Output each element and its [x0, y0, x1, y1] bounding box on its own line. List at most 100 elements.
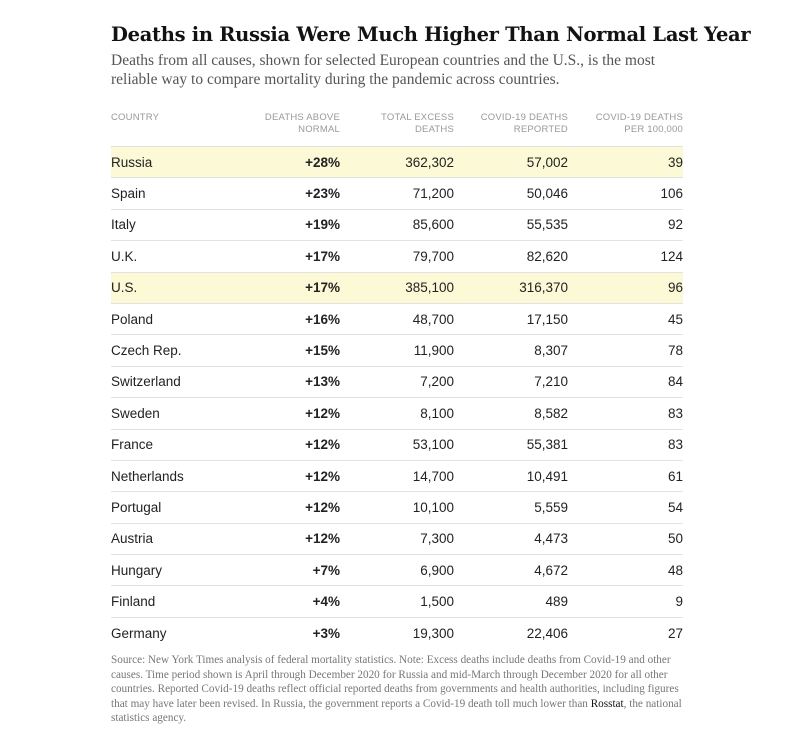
- table-header-row: COUNTRY DEATHS ABOVE NORMAL TOTAL EXCESS…: [111, 112, 683, 147]
- table-row: Portugal +12% 10,100 5,559 54: [111, 491, 683, 524]
- cell-covid-deaths-per-100k: 78: [568, 334, 683, 367]
- cell-covid-deaths-per-100k: 124: [568, 240, 683, 273]
- header-line: COVID-19 DEATHS: [595, 112, 683, 123]
- cell-covid-deaths-reported: 50,046: [454, 177, 568, 210]
- cell-country: Portugal: [111, 491, 261, 524]
- source-text: Source: New York Times analysis of feder…: [111, 654, 679, 710]
- cell-deaths-above-normal: +17%: [261, 240, 340, 273]
- cell-country: Germany: [111, 616, 261, 649]
- table-row: Italy +19% 85,600 55,535 92: [111, 208, 683, 241]
- cell-covid-deaths-per-100k: 48: [568, 554, 683, 586]
- column-header-covid-deaths-per-100k: COVID-19 DEATHS PER 100,000: [568, 112, 683, 147]
- cell-total-excess-deaths: 79,700: [340, 240, 454, 273]
- cell-total-excess-deaths: 10,100: [340, 491, 454, 524]
- header-line: PER 100,000: [624, 124, 683, 135]
- header-line: REPORTED: [513, 124, 568, 135]
- cell-country: Poland: [111, 302, 261, 335]
- cell-deaths-above-normal: +15%: [261, 334, 340, 367]
- rosstat-link[interactable]: Rosstat: [590, 697, 624, 710]
- table-row: U.K. +17% 79,700 82,620 124: [111, 240, 683, 273]
- column-header-total-excess-deaths: TOTAL EXCESS DEATHS: [340, 112, 454, 147]
- cell-deaths-above-normal: +28%: [261, 145, 340, 178]
- cell-total-excess-deaths: 1,500: [340, 585, 454, 618]
- cell-deaths-above-normal: +19%: [261, 208, 340, 241]
- cell-covid-deaths-reported: 82,620: [454, 240, 568, 273]
- cell-total-excess-deaths: 53,100: [340, 428, 454, 461]
- cell-deaths-above-normal: +12%: [261, 491, 340, 524]
- cell-country: Hungary: [111, 554, 261, 586]
- header-line: DEATHS: [414, 124, 454, 135]
- table-row: Poland +16% 48,700 17,150 45: [111, 302, 683, 335]
- cell-total-excess-deaths: 6,900: [340, 554, 454, 586]
- cell-covid-deaths-per-100k: 45: [568, 302, 683, 335]
- cell-covid-deaths-reported: 5,559: [454, 491, 568, 524]
- cell-country: Netherlands: [111, 459, 261, 492]
- cell-covid-deaths-per-100k: 106: [568, 177, 683, 210]
- cell-deaths-above-normal: +17%: [261, 271, 340, 304]
- cell-covid-deaths-per-100k: 83: [568, 397, 683, 430]
- cell-total-excess-deaths: 14,700: [340, 459, 454, 492]
- table-row: Austria +12% 7,300 4,473 50: [111, 522, 683, 555]
- table-row: Czech Rep. +15% 11,900 8,307 78: [111, 334, 683, 367]
- cell-country: U.S.: [111, 271, 261, 304]
- cell-deaths-above-normal: +12%: [261, 397, 340, 430]
- cell-deaths-above-normal: +12%: [261, 428, 340, 461]
- cell-deaths-above-normal: +16%: [261, 302, 340, 335]
- cell-total-excess-deaths: 8,100: [340, 397, 454, 430]
- header-line: DEATHS ABOVE: [264, 112, 340, 123]
- cell-deaths-above-normal: +4%: [261, 585, 340, 618]
- data-table: COUNTRY DEATHS ABOVE NORMAL TOTAL EXCESS…: [111, 112, 683, 649]
- cell-covid-deaths-reported: 4,672: [454, 554, 568, 586]
- cell-country: Switzerland: [111, 365, 261, 398]
- cell-deaths-above-normal: +3%: [261, 616, 340, 649]
- cell-covid-deaths-reported: 57,002: [454, 145, 568, 178]
- cell-covid-deaths-per-100k: 50: [568, 522, 683, 555]
- cell-deaths-above-normal: +23%: [261, 177, 340, 210]
- table-row: France +12% 53,100 55,381 83: [111, 428, 683, 461]
- cell-country: Russia: [111, 145, 261, 178]
- chart-container: Deaths in Russia Were Much Higher Than N…: [111, 22, 751, 649]
- header-line: COUNTRY: [111, 112, 160, 123]
- cell-covid-deaths-per-100k: 27: [568, 616, 683, 649]
- cell-deaths-above-normal: +12%: [261, 522, 340, 555]
- cell-country: France: [111, 428, 261, 461]
- cell-deaths-above-normal: +7%: [261, 554, 340, 586]
- table-row: U.S. +17% 385,100 316,370 96: [111, 271, 683, 304]
- table-body: Russia +28% 362,302 57,002 39 Spain +23% 71,200…: [111, 145, 683, 649]
- cell-country: Spain: [111, 177, 261, 210]
- table-row: Russia +28% 362,302 57,002 39: [111, 145, 683, 178]
- chart-subtitle: Deaths from all causes, shown for select…: [111, 52, 656, 88]
- cell-country: U.K.: [111, 240, 261, 273]
- source-text-end: , the national statistics agency.: [111, 697, 682, 725]
- cell-covid-deaths-reported: 17,150: [454, 302, 568, 335]
- cell-covid-deaths-per-100k: 9: [568, 585, 683, 618]
- table-row: Sweden +12% 8,100 8,582 83: [111, 397, 683, 430]
- cell-covid-deaths-reported: 316,370: [454, 271, 568, 304]
- cell-total-excess-deaths: 7,200: [340, 365, 454, 398]
- cell-total-excess-deaths: 85,600: [340, 208, 454, 241]
- table-row: Spain +23% 71,200 50,046 106: [111, 177, 683, 210]
- column-header-deaths-above-normal: DEATHS ABOVE NORMAL: [261, 112, 340, 147]
- cell-covid-deaths-reported: 55,381: [454, 428, 568, 461]
- cell-covid-deaths-per-100k: 61: [568, 459, 683, 492]
- cell-covid-deaths-reported: 8,582: [454, 397, 568, 430]
- cell-covid-deaths-per-100k: 96: [568, 271, 683, 304]
- cell-covid-deaths-reported: 55,535: [454, 208, 568, 241]
- table-row: Netherlands +12% 14,700 10,491 61: [111, 459, 683, 492]
- column-header-country: COUNTRY: [111, 112, 261, 147]
- cell-total-excess-deaths: 71,200: [340, 177, 454, 210]
- cell-covid-deaths-per-100k: 39: [568, 145, 683, 178]
- cell-total-excess-deaths: 11,900: [340, 334, 454, 367]
- cell-country: Finland: [111, 585, 261, 618]
- cell-country: Austria: [111, 522, 261, 555]
- cell-total-excess-deaths: 7,300: [340, 522, 454, 555]
- cell-covid-deaths-reported: 8,307: [454, 334, 568, 367]
- cell-covid-deaths-reported: 489: [454, 585, 568, 618]
- cell-covid-deaths-reported: 4,473: [454, 522, 568, 555]
- chart-title: Deaths in Russia Were Much Higher Than N…: [111, 23, 751, 46]
- cell-covid-deaths-reported: 10,491: [454, 459, 568, 492]
- cell-country: Sweden: [111, 397, 261, 430]
- table-row: Hungary +7% 6,900 4,672 48: [111, 554, 683, 586]
- header-line: NORMAL: [298, 124, 340, 135]
- cell-total-excess-deaths: 48,700: [340, 302, 454, 335]
